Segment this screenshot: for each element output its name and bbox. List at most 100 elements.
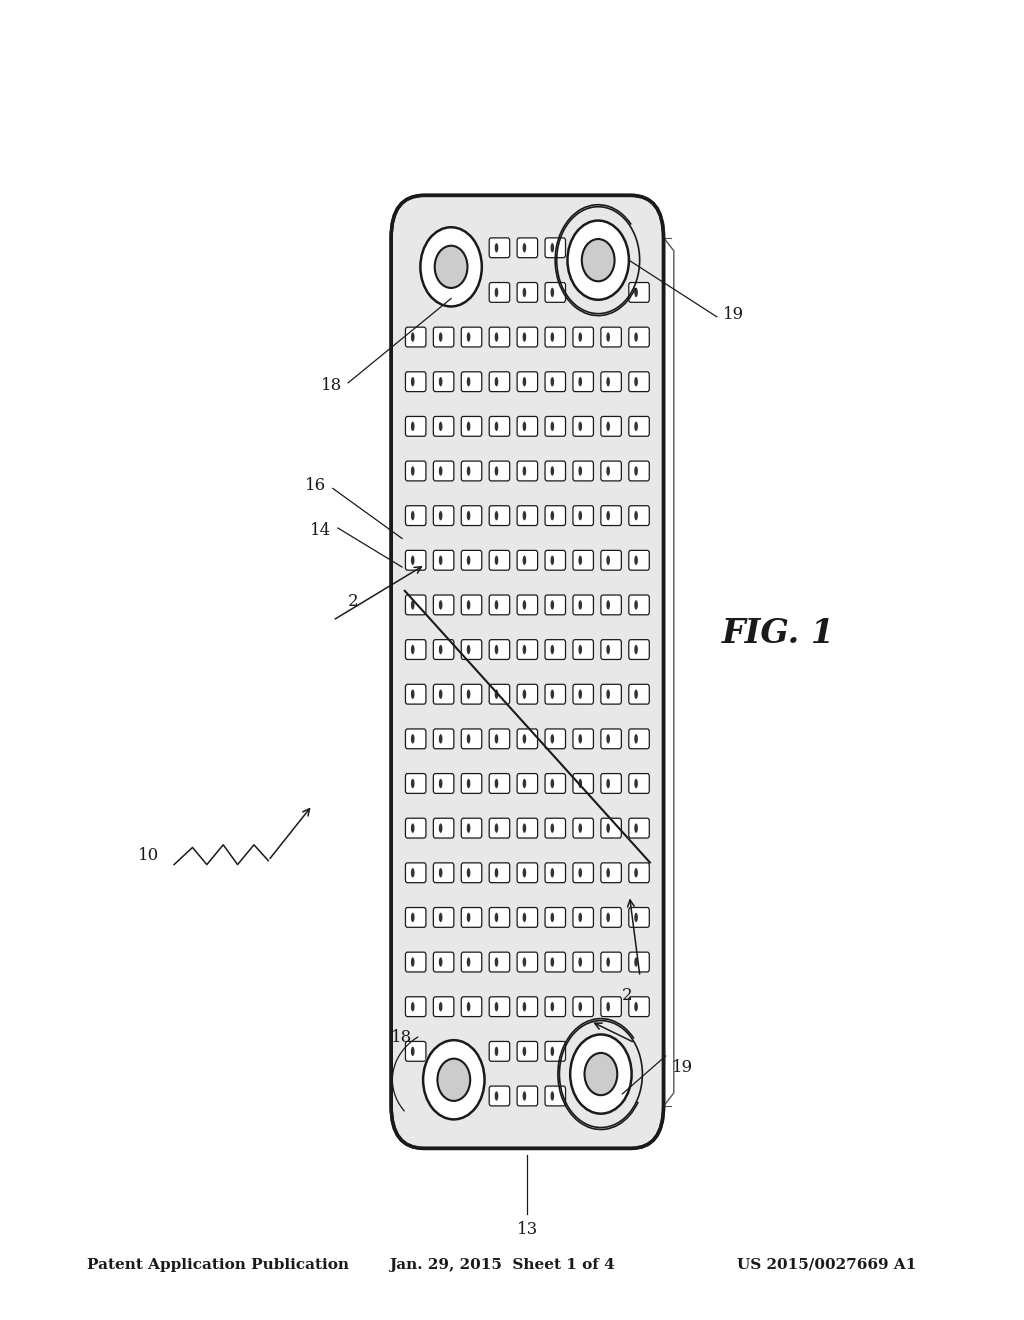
Ellipse shape xyxy=(467,1002,470,1011)
Ellipse shape xyxy=(606,957,610,966)
Ellipse shape xyxy=(551,779,554,788)
Ellipse shape xyxy=(439,957,442,966)
FancyBboxPatch shape xyxy=(406,997,426,1016)
FancyBboxPatch shape xyxy=(517,818,538,838)
FancyBboxPatch shape xyxy=(517,684,538,704)
Ellipse shape xyxy=(579,601,582,610)
Ellipse shape xyxy=(634,779,638,788)
Ellipse shape xyxy=(606,556,610,565)
FancyBboxPatch shape xyxy=(433,863,454,883)
FancyBboxPatch shape xyxy=(573,595,594,615)
Ellipse shape xyxy=(411,556,415,565)
FancyBboxPatch shape xyxy=(573,550,594,570)
FancyBboxPatch shape xyxy=(601,952,622,972)
Text: 18: 18 xyxy=(391,1028,413,1045)
Ellipse shape xyxy=(439,466,442,475)
FancyBboxPatch shape xyxy=(517,729,538,748)
FancyBboxPatch shape xyxy=(461,863,481,883)
Ellipse shape xyxy=(606,421,610,432)
FancyBboxPatch shape xyxy=(406,729,426,748)
Ellipse shape xyxy=(467,421,470,432)
FancyBboxPatch shape xyxy=(461,550,481,570)
Ellipse shape xyxy=(522,1092,526,1101)
Ellipse shape xyxy=(579,645,582,655)
Ellipse shape xyxy=(495,1092,499,1101)
Text: FIG. 1: FIG. 1 xyxy=(722,618,835,651)
Ellipse shape xyxy=(522,421,526,432)
Ellipse shape xyxy=(495,824,499,833)
Ellipse shape xyxy=(634,734,638,743)
Ellipse shape xyxy=(411,466,415,475)
FancyBboxPatch shape xyxy=(629,595,649,615)
FancyBboxPatch shape xyxy=(461,818,481,838)
Ellipse shape xyxy=(606,824,610,833)
Ellipse shape xyxy=(606,601,610,610)
FancyBboxPatch shape xyxy=(573,908,594,928)
FancyBboxPatch shape xyxy=(545,595,565,615)
Ellipse shape xyxy=(522,689,526,698)
FancyBboxPatch shape xyxy=(517,372,538,392)
Ellipse shape xyxy=(495,1047,499,1056)
Ellipse shape xyxy=(439,511,442,520)
Ellipse shape xyxy=(606,466,610,475)
Ellipse shape xyxy=(579,466,582,475)
Ellipse shape xyxy=(439,421,442,432)
Ellipse shape xyxy=(551,466,554,475)
Ellipse shape xyxy=(495,333,499,342)
FancyBboxPatch shape xyxy=(489,863,510,883)
Ellipse shape xyxy=(495,779,499,788)
FancyBboxPatch shape xyxy=(629,818,649,838)
FancyBboxPatch shape xyxy=(517,997,538,1016)
FancyBboxPatch shape xyxy=(517,908,538,928)
FancyBboxPatch shape xyxy=(601,684,622,704)
FancyBboxPatch shape xyxy=(489,238,510,257)
Circle shape xyxy=(582,239,614,281)
FancyBboxPatch shape xyxy=(517,640,538,660)
FancyBboxPatch shape xyxy=(406,908,426,928)
Ellipse shape xyxy=(495,734,499,743)
Ellipse shape xyxy=(606,511,610,520)
FancyBboxPatch shape xyxy=(629,952,649,972)
FancyBboxPatch shape xyxy=(406,684,426,704)
FancyBboxPatch shape xyxy=(545,997,565,1016)
Ellipse shape xyxy=(411,957,415,966)
FancyBboxPatch shape xyxy=(629,997,649,1016)
Ellipse shape xyxy=(467,601,470,610)
Ellipse shape xyxy=(411,333,415,342)
FancyBboxPatch shape xyxy=(489,997,510,1016)
FancyBboxPatch shape xyxy=(629,640,649,660)
Ellipse shape xyxy=(551,1047,554,1056)
Ellipse shape xyxy=(467,466,470,475)
Ellipse shape xyxy=(634,869,638,878)
FancyBboxPatch shape xyxy=(545,327,565,347)
Ellipse shape xyxy=(634,1002,638,1011)
Ellipse shape xyxy=(495,556,499,565)
Text: Jan. 29, 2015  Sheet 1 of 4: Jan. 29, 2015 Sheet 1 of 4 xyxy=(389,1258,614,1272)
FancyBboxPatch shape xyxy=(545,372,565,392)
Ellipse shape xyxy=(439,689,442,698)
Ellipse shape xyxy=(467,779,470,788)
Circle shape xyxy=(585,1053,617,1096)
FancyBboxPatch shape xyxy=(489,684,510,704)
FancyBboxPatch shape xyxy=(573,997,594,1016)
Ellipse shape xyxy=(551,511,554,520)
FancyBboxPatch shape xyxy=(461,908,481,928)
Ellipse shape xyxy=(495,957,499,966)
FancyBboxPatch shape xyxy=(406,774,426,793)
FancyBboxPatch shape xyxy=(517,327,538,347)
Ellipse shape xyxy=(606,869,610,878)
Ellipse shape xyxy=(579,779,582,788)
FancyBboxPatch shape xyxy=(433,774,454,793)
FancyBboxPatch shape xyxy=(517,506,538,525)
FancyBboxPatch shape xyxy=(629,908,649,928)
Ellipse shape xyxy=(579,421,582,432)
Ellipse shape xyxy=(439,779,442,788)
Ellipse shape xyxy=(551,734,554,743)
Ellipse shape xyxy=(495,869,499,878)
Text: 10: 10 xyxy=(137,847,159,863)
FancyBboxPatch shape xyxy=(545,550,565,570)
FancyBboxPatch shape xyxy=(406,506,426,525)
Ellipse shape xyxy=(411,601,415,610)
Ellipse shape xyxy=(579,869,582,878)
Ellipse shape xyxy=(551,421,554,432)
